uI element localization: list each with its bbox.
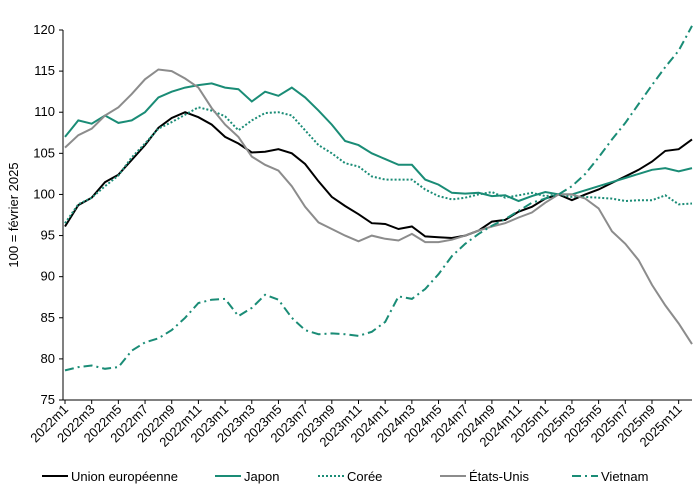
y-tick-label: 80 — [41, 351, 55, 366]
legend-label: États-Unis — [469, 469, 529, 484]
line-series — [64, 82, 693, 203]
y-tick-label: 115 — [34, 63, 55, 78]
y-tick-label: 95 — [41, 228, 55, 243]
y-tick-label: 100 — [33, 186, 55, 201]
legend-label: Vietnam — [601, 469, 648, 484]
y-tick-label: 105 — [33, 145, 55, 160]
y-tick-label: 90 — [41, 269, 55, 284]
line-series — [64, 111, 693, 240]
legend-label: Corée — [347, 469, 382, 484]
line-series — [64, 68, 693, 345]
y-axis-label: 100 = février 2025 — [6, 162, 21, 267]
y-tick-label: 85 — [41, 310, 55, 325]
y-tick-label: 75 — [41, 392, 55, 407]
y-tick-label: 120 — [33, 22, 55, 37]
legend-label: Japon — [244, 469, 279, 484]
legend-label: Union européenne — [71, 469, 178, 484]
line-series — [64, 25, 693, 372]
line-series — [64, 106, 693, 224]
y-tick-label: 110 — [34, 104, 55, 119]
